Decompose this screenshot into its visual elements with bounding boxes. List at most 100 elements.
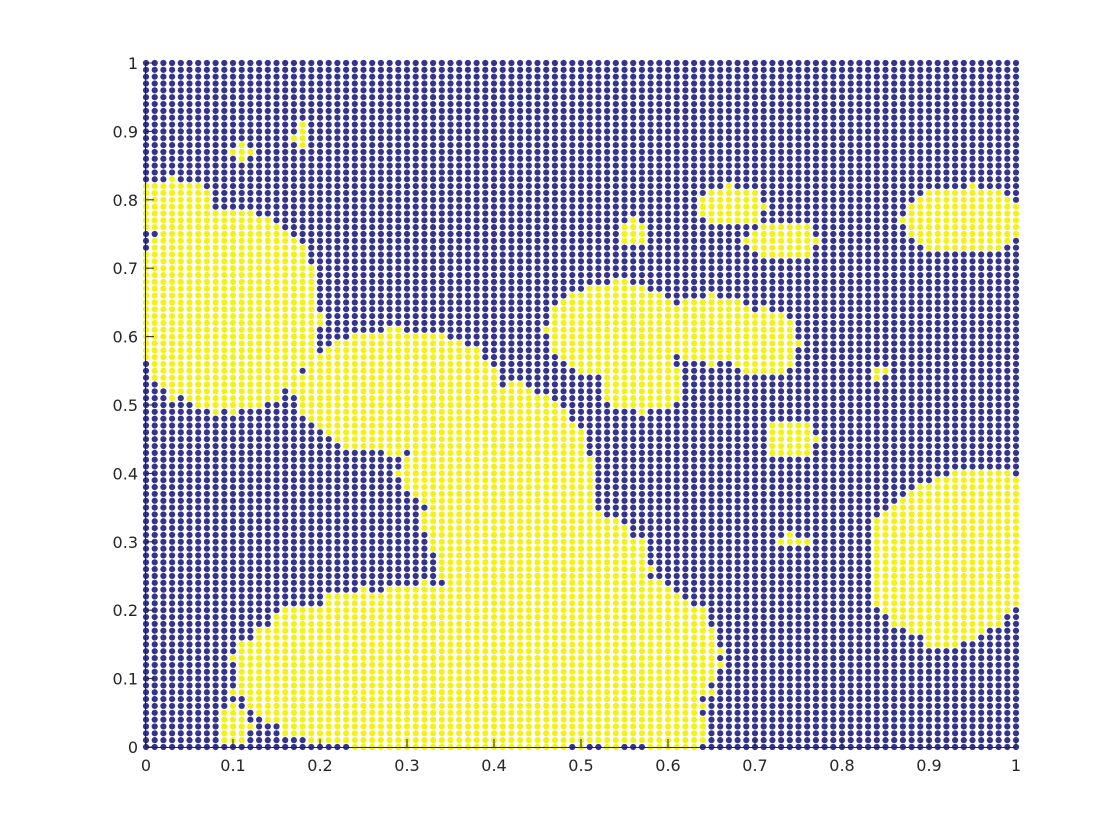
data-point-state-0 bbox=[308, 148, 315, 156]
data-point-state-1 bbox=[430, 689, 437, 696]
data-point-state-1 bbox=[456, 531, 463, 539]
data-point-state-0 bbox=[351, 456, 358, 463]
data-point-state-0 bbox=[177, 155, 184, 162]
data-point-state-1 bbox=[221, 709, 228, 716]
data-point-state-1 bbox=[473, 408, 480, 415]
data-point-state-1 bbox=[569, 716, 576, 723]
data-point-state-1 bbox=[525, 422, 532, 429]
data-point-state-0 bbox=[456, 210, 463, 217]
data-point-state-0 bbox=[482, 230, 489, 238]
data-point-state-1 bbox=[343, 388, 350, 395]
data-point-state-0 bbox=[377, 162, 384, 169]
data-point-state-1 bbox=[308, 312, 315, 320]
data-point-state-0 bbox=[360, 326, 367, 333]
data-point-state-0 bbox=[299, 511, 306, 518]
data-point-state-1 bbox=[369, 360, 376, 368]
data-point-state-0 bbox=[438, 169, 445, 176]
data-point-state-1 bbox=[186, 285, 193, 292]
data-point-state-1 bbox=[508, 436, 515, 443]
data-point-state-0 bbox=[343, 518, 350, 525]
data-point-state-1 bbox=[534, 648, 541, 655]
data-point-state-0 bbox=[264, 497, 271, 504]
data-point-state-1 bbox=[325, 613, 332, 621]
data-point-state-0 bbox=[195, 408, 202, 415]
data-point-state-0 bbox=[369, 73, 376, 80]
data-point-state-0 bbox=[543, 155, 550, 162]
data-point-state-0 bbox=[221, 607, 228, 614]
data-point-state-1 bbox=[229, 326, 237, 333]
data-point-state-0 bbox=[430, 189, 437, 197]
data-point-state-1 bbox=[569, 730, 576, 737]
data-point-state-1 bbox=[499, 395, 506, 402]
data-point-state-1 bbox=[273, 299, 280, 306]
data-point-state-1 bbox=[273, 285, 280, 292]
data-point-state-1 bbox=[256, 278, 263, 285]
data-point-state-1 bbox=[160, 237, 167, 244]
data-point-state-1 bbox=[543, 709, 550, 716]
data-point-state-1 bbox=[430, 600, 437, 607]
data-point-state-0 bbox=[203, 155, 210, 162]
data-point-state-1 bbox=[299, 668, 306, 675]
data-point-state-1 bbox=[282, 381, 289, 388]
data-point-state-0 bbox=[316, 504, 324, 511]
data-point-state-0 bbox=[447, 292, 454, 299]
data-point-state-0 bbox=[247, 196, 254, 203]
data-point-state-1 bbox=[517, 627, 524, 634]
data-point-state-0 bbox=[473, 176, 480, 183]
data-point-state-1 bbox=[525, 552, 532, 559]
data-point-state-0 bbox=[517, 59, 524, 67]
data-point-state-1 bbox=[299, 634, 306, 641]
data-point-state-1 bbox=[264, 299, 271, 306]
data-point-state-0 bbox=[151, 73, 158, 80]
data-point-state-1 bbox=[247, 401, 254, 409]
data-point-state-1 bbox=[447, 538, 454, 545]
data-point-state-0 bbox=[221, 600, 228, 607]
data-point-state-0 bbox=[308, 114, 315, 121]
data-point-state-0 bbox=[256, 525, 263, 532]
data-point-state-0 bbox=[221, 675, 228, 682]
data-point-state-0 bbox=[386, 59, 393, 67]
data-point-state-0 bbox=[412, 518, 419, 525]
data-point-state-0 bbox=[316, 483, 324, 491]
data-point-state-1 bbox=[534, 627, 541, 634]
data-point-state-0 bbox=[421, 162, 428, 169]
data-point-state-0 bbox=[334, 244, 341, 251]
data-point-state-1 bbox=[395, 682, 402, 689]
data-point-state-0 bbox=[334, 100, 341, 108]
data-point-state-1 bbox=[229, 408, 237, 415]
data-point-state-1 bbox=[282, 668, 289, 675]
data-point-state-1 bbox=[343, 408, 350, 415]
data-point-state-0 bbox=[351, 100, 358, 108]
data-point-state-0 bbox=[238, 607, 245, 614]
data-point-state-1 bbox=[438, 613, 445, 621]
data-point-state-0 bbox=[229, 59, 237, 67]
data-point-state-0 bbox=[560, 203, 567, 210]
data-point-state-1 bbox=[351, 340, 358, 347]
data-point-state-0 bbox=[169, 572, 176, 580]
data-point-state-1 bbox=[551, 689, 559, 696]
data-point-state-1 bbox=[525, 648, 532, 655]
data-point-state-1 bbox=[282, 675, 289, 682]
data-point-state-0 bbox=[482, 135, 489, 142]
data-point-state-1 bbox=[482, 668, 489, 675]
data-point-state-0 bbox=[238, 504, 245, 511]
data-point-state-0 bbox=[247, 566, 254, 573]
data-point-state-1 bbox=[351, 709, 358, 716]
data-point-state-0 bbox=[456, 59, 463, 67]
data-point-state-0 bbox=[456, 135, 463, 142]
data-point-state-0 bbox=[264, 210, 271, 217]
data-point-state-0 bbox=[517, 374, 524, 381]
data-point-state-1 bbox=[334, 627, 341, 634]
data-point-state-0 bbox=[438, 326, 445, 333]
data-point-state-0 bbox=[369, 258, 376, 265]
data-point-state-0 bbox=[508, 87, 515, 94]
data-point-state-0 bbox=[351, 73, 358, 80]
data-point-state-1 bbox=[177, 381, 184, 388]
data-point-state-0 bbox=[212, 696, 219, 703]
data-point-state-0 bbox=[447, 73, 454, 80]
data-point-state-1 bbox=[186, 347, 193, 354]
data-point-state-1 bbox=[525, 600, 532, 607]
data-point-state-1 bbox=[308, 415, 315, 422]
data-point-state-0 bbox=[360, 511, 367, 518]
data-point-state-0 bbox=[316, 347, 324, 354]
